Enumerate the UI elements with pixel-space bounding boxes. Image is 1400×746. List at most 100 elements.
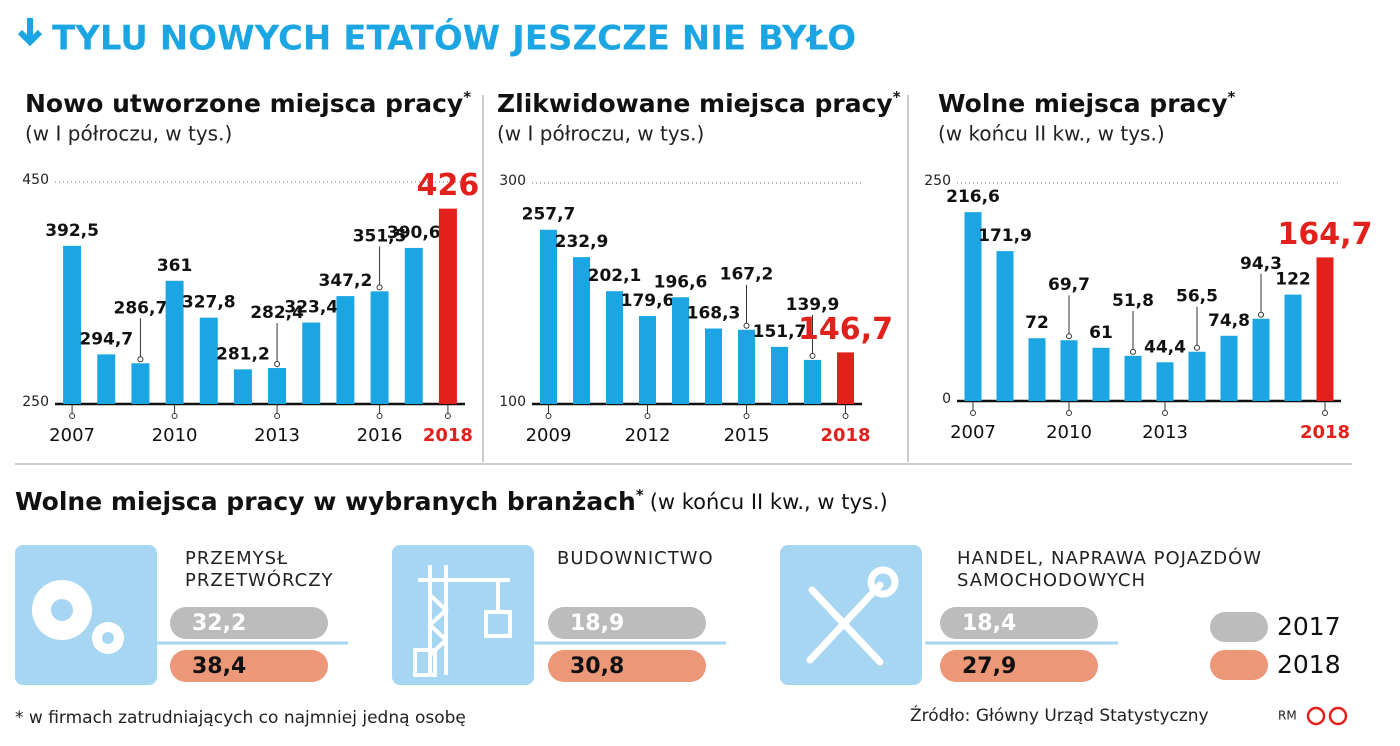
title-note: * bbox=[463, 88, 471, 106]
leader-dot bbox=[376, 284, 383, 291]
x-tick-label: 2018 bbox=[820, 425, 870, 446]
value-label: 282,4 bbox=[250, 303, 304, 323]
bar bbox=[837, 352, 854, 404]
value-label: 18,4 bbox=[962, 611, 1016, 636]
value-label: 38,4 bbox=[192, 654, 246, 679]
legend-swatch bbox=[1210, 612, 1268, 642]
value-label: 426 bbox=[417, 168, 480, 203]
bar bbox=[672, 297, 689, 404]
bar bbox=[771, 346, 788, 404]
x-tick-label: 2013 bbox=[1142, 422, 1188, 443]
bar bbox=[165, 280, 184, 404]
leader-dot bbox=[1194, 344, 1200, 351]
x-tick-dot bbox=[376, 413, 383, 419]
value-label: 390,6 bbox=[387, 223, 441, 243]
bar bbox=[1124, 355, 1142, 401]
credit: RM bbox=[1278, 709, 1297, 723]
bar bbox=[573, 257, 590, 404]
x-tick-label: 2010 bbox=[1046, 422, 1092, 443]
value-label: 171,9 bbox=[978, 226, 1032, 246]
title-text: Zlikwidowane miejsca pracy bbox=[497, 89, 893, 118]
x-tick-dot bbox=[274, 413, 281, 419]
value-label: 51,8 bbox=[1112, 291, 1154, 311]
value-label: 216,6 bbox=[946, 187, 1000, 207]
gears-icon bbox=[32, 580, 124, 654]
title-text: Nowo utworzone miejsca pracy bbox=[25, 89, 463, 118]
leader-dot bbox=[1130, 348, 1136, 355]
value-label: 327,8 bbox=[182, 293, 236, 313]
bar bbox=[1188, 351, 1206, 401]
bar bbox=[606, 291, 623, 404]
value-label: 351,5 bbox=[353, 226, 407, 246]
leader-dot bbox=[137, 356, 144, 363]
crane-icon bbox=[413, 565, 512, 677]
value-label: 196,6 bbox=[654, 272, 708, 292]
x-tick-label: 2018 bbox=[423, 425, 473, 446]
y-tick-label: 0 bbox=[942, 391, 951, 407]
bar bbox=[97, 354, 116, 404]
value-label: 179,6 bbox=[621, 291, 675, 311]
leader-dot bbox=[1066, 333, 1072, 340]
footnote: * w firmach zatrudniających co najmniej … bbox=[15, 708, 466, 728]
leader-dot bbox=[743, 322, 750, 329]
pill bbox=[940, 607, 1098, 639]
bar bbox=[131, 363, 150, 404]
y-tick-label: 250 bbox=[924, 173, 951, 189]
source: Źródło: Główny Urząd Statystyczny bbox=[910, 704, 1209, 726]
chart-title: Zlikwidowane miejsca pracy* bbox=[497, 88, 901, 119]
value-label: 257,7 bbox=[522, 205, 576, 225]
subtitle: (w końcu II kw., w tys.) bbox=[938, 122, 1165, 146]
value-label: 56,5 bbox=[1176, 287, 1218, 307]
title-note: * bbox=[636, 486, 644, 504]
value-label: 18,9 bbox=[570, 611, 624, 636]
y-tick-label: 300 bbox=[499, 173, 526, 189]
x-tick-dot bbox=[842, 413, 849, 419]
y-tick-label: 100 bbox=[499, 394, 526, 410]
value-label: 167,2 bbox=[720, 265, 774, 285]
bar bbox=[1092, 347, 1110, 401]
value-label: 74,8 bbox=[1208, 311, 1250, 331]
leader-dot bbox=[809, 352, 816, 359]
bar bbox=[370, 291, 389, 404]
x-tick-dot bbox=[970, 410, 976, 416]
value-label: 232,9 bbox=[555, 232, 609, 252]
x-tick-label: 2018 bbox=[1300, 422, 1350, 443]
title-text: Wolne miejsca pracy bbox=[938, 89, 1228, 118]
x-tick-label: 2013 bbox=[254, 425, 300, 446]
y-tick-label: 450 bbox=[22, 172, 49, 188]
value-label: 44,4 bbox=[1144, 337, 1186, 357]
value-label: 72 bbox=[1025, 313, 1049, 333]
x-tick-dot bbox=[1066, 410, 1072, 416]
x-tick-dot bbox=[743, 413, 750, 419]
x-tick-dot bbox=[545, 413, 552, 419]
x-tick-dot bbox=[171, 413, 178, 419]
bar bbox=[404, 247, 423, 404]
value-label: 281,2 bbox=[216, 344, 270, 364]
pill bbox=[170, 650, 328, 682]
logo bbox=[1328, 706, 1348, 726]
value-label: 361 bbox=[157, 256, 193, 276]
x-tick-label: 2015 bbox=[724, 425, 770, 446]
value-label: 323,4 bbox=[284, 298, 338, 318]
value-label: 286,7 bbox=[114, 298, 168, 318]
value-label: 202,1 bbox=[588, 266, 642, 286]
value-label: 392,5 bbox=[45, 221, 99, 241]
bar bbox=[804, 359, 821, 404]
x-tick-dot bbox=[1322, 410, 1328, 416]
bar bbox=[336, 296, 355, 404]
bar bbox=[268, 368, 287, 404]
legend-swatch bbox=[1210, 650, 1268, 680]
pill bbox=[170, 607, 328, 639]
value-label: 122 bbox=[1275, 270, 1311, 290]
chart-title: Wolne miejsca pracy* bbox=[938, 88, 1236, 119]
value-label: 168,3 bbox=[687, 304, 741, 324]
value-label: 146,7 bbox=[798, 312, 893, 347]
x-tick-label: 2012 bbox=[625, 425, 671, 446]
x-tick-dot bbox=[1162, 410, 1168, 416]
y-tick-label: 250 bbox=[22, 394, 49, 410]
x-tick-label: 2007 bbox=[49, 425, 95, 446]
value-label: 27,9 bbox=[962, 654, 1016, 679]
title-text: Wolne miejsca pracy w wybranych branżach bbox=[15, 487, 636, 516]
value-label: 294,7 bbox=[79, 329, 133, 349]
